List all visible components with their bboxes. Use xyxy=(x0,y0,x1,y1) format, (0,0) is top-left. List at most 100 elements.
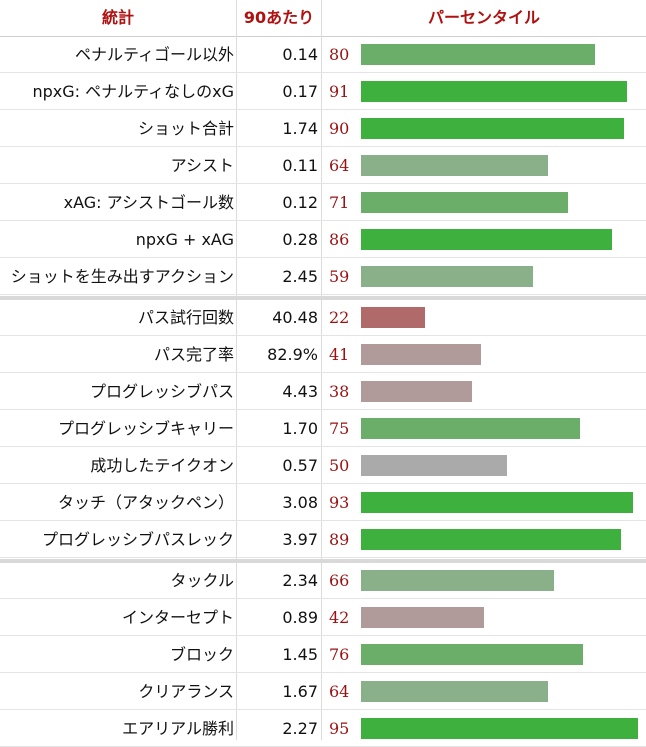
header-stat[interactable]: 統計 xyxy=(101,8,134,27)
percentile-bar xyxy=(361,266,533,287)
per90-value: 4.43 xyxy=(282,382,318,401)
stat-label[interactable]: npxG + xAG xyxy=(135,230,234,249)
percentile-label: 50 xyxy=(329,456,350,475)
stat-label[interactable]: タッチ（アタックペン） xyxy=(57,493,234,512)
stat-label[interactable]: クリアランス xyxy=(138,682,234,701)
per90-value: 3.08 xyxy=(282,493,318,512)
table-row: インターセプト 0.89 42 xyxy=(0,599,646,636)
percentile-bar xyxy=(361,44,595,65)
percentile-label: 80 xyxy=(329,45,350,64)
percentile-label: 90 xyxy=(329,119,350,138)
per90-value: 0.89 xyxy=(282,608,318,627)
header-percentile[interactable]: パーセンタイル xyxy=(427,8,540,27)
table-row: プログレッシブキャリー 1.70 75 xyxy=(0,410,646,447)
per90-value: 0.17 xyxy=(282,82,318,101)
stat-label[interactable]: プログレッシブキャリー xyxy=(57,419,234,438)
percentile-label: 76 xyxy=(329,645,350,664)
stat-label[interactable]: ショットを生み出すアクション xyxy=(10,267,234,286)
table-row: ブロック 1.45 76 xyxy=(0,636,646,673)
percentile-bar xyxy=(361,118,624,139)
table-row: エアリアル勝利 2.27 95 xyxy=(0,710,646,747)
percentile-label: 71 xyxy=(329,193,350,212)
column-divider xyxy=(321,0,322,740)
table-row: ペナルティゴール以外 0.14 80 xyxy=(0,36,646,73)
stat-label[interactable]: xAG: アシストゴール数 xyxy=(63,193,234,212)
percentile-bar xyxy=(361,81,627,102)
percentile-bar xyxy=(361,344,481,365)
table-row: パス完了率 82.9% 41 xyxy=(0,336,646,373)
per90-value: 40.48 xyxy=(272,308,318,327)
table-row: クリアランス 1.67 64 xyxy=(0,673,646,710)
percentile-bar xyxy=(361,718,638,739)
stat-label[interactable]: 成功したテイクオン xyxy=(90,456,234,475)
percentile-bar xyxy=(361,155,548,176)
stat-label[interactable]: ペナルティゴール以外 xyxy=(74,45,234,64)
percentile-label: 89 xyxy=(329,530,350,549)
percentile-bar xyxy=(361,529,621,550)
per90-value: 1.74 xyxy=(282,119,318,138)
table-row: ショット合計 1.74 90 xyxy=(0,110,646,147)
percentile-label: 41 xyxy=(329,345,350,364)
per90-value: 2.34 xyxy=(282,571,318,590)
percentile-bar xyxy=(361,681,548,702)
per90-value: 0.12 xyxy=(282,193,318,212)
per90-value: 0.14 xyxy=(282,45,318,64)
percentile-bar xyxy=(361,644,583,665)
percentile-bar xyxy=(361,492,633,513)
percentile-label: 95 xyxy=(329,719,350,738)
table-row: パス試行回数 40.48 22 xyxy=(0,299,646,336)
percentile-bar xyxy=(361,192,568,213)
percentile-label: 59 xyxy=(329,267,350,286)
stat-label[interactable]: npxG: ペナルティなしのxG xyxy=(32,82,234,101)
stat-label[interactable]: パス完了率 xyxy=(153,345,234,364)
stat-label[interactable]: プログレッシブパスレック xyxy=(41,530,234,549)
percentile-bar xyxy=(361,307,425,328)
stat-label[interactable]: エアリアル勝利 xyxy=(122,719,234,738)
group-separator xyxy=(0,559,646,563)
table-row: xAG: アシストゴール数 0.12 71 xyxy=(0,184,646,221)
percentile-label: 64 xyxy=(329,682,350,701)
per90-value: 0.57 xyxy=(282,456,318,475)
percentile-bar xyxy=(361,418,580,439)
table-row: タックル 2.34 66 xyxy=(0,562,646,599)
per90-value: 0.28 xyxy=(282,230,318,249)
percentile-label: 38 xyxy=(329,382,350,401)
per90-value: 1.45 xyxy=(282,645,318,664)
table-row: プログレッシブパスレック 3.97 89 xyxy=(0,521,646,558)
table-row: タッチ（アタックペン） 3.08 93 xyxy=(0,484,646,521)
table-row: ショットを生み出すアクション 2.45 59 xyxy=(0,258,646,295)
header-per90[interactable]: 90あたり xyxy=(243,8,315,27)
stat-label[interactable]: インターセプト xyxy=(121,608,234,627)
per90-value: 0.11 xyxy=(282,156,318,175)
table-row: プログレッシブパス 4.43 38 xyxy=(0,373,646,410)
per90-value: 1.67 xyxy=(282,682,318,701)
percentile-label: 93 xyxy=(329,493,350,512)
group-separator xyxy=(0,296,646,300)
percentile-bar xyxy=(361,381,472,402)
stat-label[interactable]: アシスト xyxy=(170,156,234,175)
percentile-bar xyxy=(361,570,554,591)
percentile-bar xyxy=(361,607,484,628)
table-row: 成功したテイクオン 0.57 50 xyxy=(0,447,646,484)
percentile-label: 91 xyxy=(329,82,350,101)
stat-label[interactable]: ショット合計 xyxy=(137,119,234,138)
per90-value: 2.27 xyxy=(282,719,318,738)
table-row: アシスト 0.11 64 xyxy=(0,147,646,184)
column-divider xyxy=(236,0,237,740)
stat-label[interactable]: パス試行回数 xyxy=(137,308,234,327)
table-row: npxG + xAG 0.28 86 xyxy=(0,221,646,258)
percentile-label: 64 xyxy=(329,156,350,175)
per90-value: 2.45 xyxy=(282,267,318,286)
stat-label[interactable]: タックル xyxy=(170,571,234,590)
table-row: npxG: ペナルティなしのxG 0.17 91 xyxy=(0,73,646,110)
percentile-label: 86 xyxy=(329,230,350,249)
percentile-label: 42 xyxy=(329,608,350,627)
percentile-bar xyxy=(361,455,507,476)
percentile-label: 22 xyxy=(329,308,350,327)
table-header: 統計 90あたり パーセンタイル xyxy=(0,0,646,37)
stat-label[interactable]: ブロック xyxy=(169,645,234,664)
per90-value: 82.9% xyxy=(267,345,318,364)
percentile-bar xyxy=(361,229,612,250)
stat-label[interactable]: プログレッシブパス xyxy=(89,382,234,401)
